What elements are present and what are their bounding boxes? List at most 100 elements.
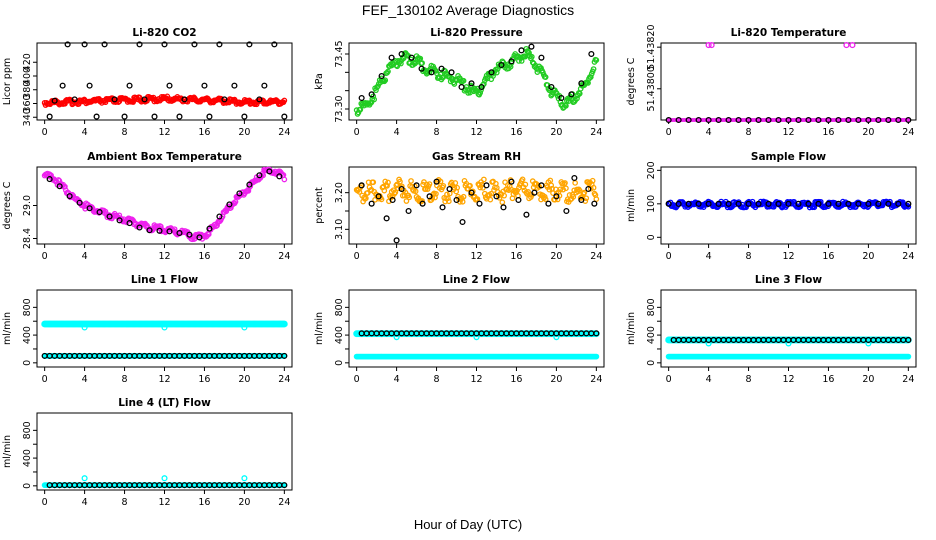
- data-point-black: [226, 201, 233, 208]
- data-point-magenta: [708, 42, 715, 49]
- data-marker-orange: [424, 186, 431, 192]
- data-point-black: [186, 231, 193, 238]
- y-axis-label: Licor ppm: [2, 58, 13, 105]
- data-point-black: [825, 116, 832, 124]
- panel-6: Sample Flow 0 4 8 12 16 20 24 0 100 200 ml/min: [626, 151, 917, 262]
- y-tick-label: 0: [646, 234, 657, 240]
- y-tick-label: 800: [22, 421, 33, 439]
- y-tick-label: 400: [334, 326, 345, 344]
- data-marker-orange: [370, 179, 377, 186]
- x-tick-label: 4: [394, 127, 400, 138]
- data-marker-magenta: [906, 118, 911, 122]
- data-point-black: [508, 178, 515, 185]
- data-point-cyan: [393, 334, 400, 341]
- y-tick-label: 800: [334, 298, 345, 316]
- data-point-black: [775, 200, 782, 207]
- data-marker-orange: [572, 180, 578, 186]
- y-tick-label: 400: [22, 326, 33, 344]
- data-marker-orange: [384, 183, 390, 189]
- x-tick-label: 20: [862, 251, 874, 262]
- x-tick-label: 0: [42, 497, 48, 508]
- plot-data: [41, 41, 288, 120]
- data-marker-orange: [501, 192, 508, 199]
- data-marker-orange: [546, 186, 553, 193]
- data-point-black: [126, 220, 133, 227]
- data-point-black: [725, 116, 732, 124]
- data-point-black: [755, 116, 762, 124]
- data-point-black: [588, 50, 595, 58]
- y-tick-label: 0: [22, 360, 33, 366]
- data-marker-orange: [499, 199, 506, 206]
- data-point-black: [665, 200, 672, 207]
- data-marker-cyan: [593, 353, 600, 360]
- data-point-cyan: [865, 340, 872, 347]
- y-tick-label: 400: [646, 326, 657, 344]
- y-tick-label: 0: [646, 360, 657, 366]
- data-point-black: [453, 196, 460, 204]
- data-marker-orange: [581, 189, 588, 196]
- x-tick-label: 12: [782, 251, 794, 262]
- x-tick-label: 20: [550, 251, 562, 262]
- series-line-cyan: [41, 320, 288, 328]
- data-point-black: [578, 80, 585, 87]
- x-tick-label: 20: [238, 127, 250, 138]
- data-marker-blue: [809, 204, 816, 211]
- data-point-black: [785, 116, 792, 124]
- x-tick-label: 16: [822, 127, 834, 138]
- x-tick-label: 16: [198, 251, 210, 262]
- data-point-black: [136, 41, 143, 48]
- data-point-black: [815, 116, 822, 124]
- data-point-magenta: [843, 42, 850, 49]
- data-marker-orange: [445, 195, 451, 202]
- plot-data: [41, 475, 288, 489]
- x-tick-label: 0: [354, 374, 360, 385]
- data-point-black: [558, 94, 565, 102]
- data-point-black: [815, 200, 822, 207]
- data-marker-orange: [570, 193, 577, 200]
- data-point-black: [121, 113, 128, 120]
- data-point-black: [905, 200, 912, 207]
- data-marker-orange: [459, 198, 466, 205]
- data-point-black: [426, 193, 433, 200]
- data-point-black: [845, 200, 852, 207]
- data-point-black: [905, 116, 912, 124]
- x-tick-label: 24: [278, 374, 290, 385]
- data-marker-orange: [397, 178, 403, 185]
- data-point-black: [176, 229, 183, 237]
- panel-title: Gas Stream RH: [432, 151, 521, 163]
- data-point-black: [256, 172, 263, 179]
- figure-title: FEF_130102 Average Diagnostics: [361, 2, 575, 18]
- series-points-cyan: [81, 324, 248, 331]
- x-tick-label: 16: [822, 251, 834, 262]
- data-marker-orange: [419, 198, 425, 204]
- x-tick-label: 24: [590, 374, 602, 385]
- plot-data: [665, 336, 912, 360]
- data-point-black: [201, 82, 208, 89]
- plot-data: [665, 198, 912, 211]
- data-marker-orange: [589, 177, 596, 184]
- data-point-black: [735, 200, 742, 207]
- y-tick-label: 800: [22, 298, 33, 316]
- data-point-black: [765, 116, 772, 124]
- data-point-black: [488, 69, 495, 76]
- y-tick-label: 380: [22, 81, 33, 99]
- data-point-black: [375, 193, 382, 200]
- data-point-black: [93, 113, 100, 120]
- data-point-black: [428, 69, 435, 76]
- data-point-black: [675, 200, 682, 207]
- data-marker-orange: [576, 187, 583, 194]
- data-marker-green: [357, 106, 364, 113]
- data-point-black: [585, 185, 592, 193]
- x-axis-caption: Hour of Day (UTC): [413, 517, 523, 532]
- data-marker-orange: [474, 196, 481, 202]
- data-point-black: [413, 182, 420, 189]
- series-points-black: [665, 116, 912, 124]
- data-point-black: [246, 41, 253, 48]
- data-point-cyan: [473, 334, 480, 341]
- data-marker-green: [371, 96, 378, 103]
- data-marker-magenta: [214, 222, 220, 229]
- y-tick-label: 73.30: [334, 95, 345, 122]
- panel-title: Line 3 Flow: [755, 274, 822, 286]
- x-tick-label: 12: [782, 127, 794, 138]
